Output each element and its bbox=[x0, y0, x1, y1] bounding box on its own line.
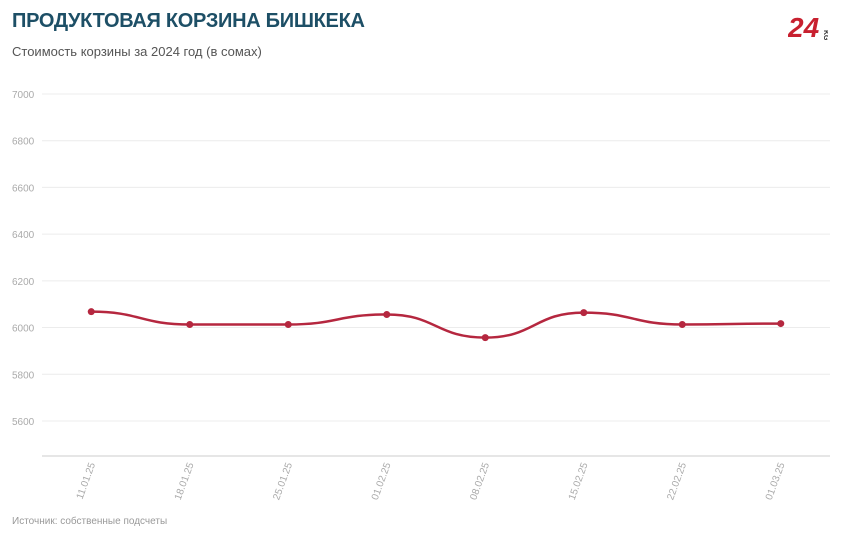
y-tick-label: 6600 bbox=[12, 183, 35, 194]
data-point bbox=[481, 334, 489, 342]
data-point bbox=[383, 310, 391, 318]
y-tick-label: 5600 bbox=[12, 417, 35, 428]
data-point bbox=[87, 308, 95, 316]
x-tick-label: 18.01.25 bbox=[173, 461, 197, 502]
data-point bbox=[678, 321, 686, 329]
24kg-logo: 24 KG bbox=[787, 12, 829, 47]
data-point bbox=[284, 321, 292, 329]
source-note: Источник: собственные подсчеты bbox=[12, 516, 168, 527]
y-tick-label: 6200 bbox=[12, 277, 35, 288]
y-tick-label: 5800 bbox=[12, 370, 35, 381]
x-tick-label: 08.02.25 bbox=[468, 461, 492, 502]
x-tick-label: 15.02.25 bbox=[567, 461, 591, 502]
data-point bbox=[580, 309, 588, 317]
svg-text:24: 24 bbox=[788, 12, 820, 42]
chart-subtitle: Стоимость корзины за 2024 год (в сомах) bbox=[12, 44, 262, 59]
y-tick-label: 6400 bbox=[12, 230, 35, 241]
y-tick-label: 6000 bbox=[12, 324, 35, 335]
series-line bbox=[91, 310, 781, 339]
svg-text:KG: KG bbox=[822, 30, 828, 41]
x-tick-label: 01.03.25 bbox=[764, 461, 788, 502]
x-tick-label: 11.01.25 bbox=[75, 461, 99, 501]
x-tick-label: 25.01.25 bbox=[271, 461, 295, 502]
x-tick-label: 22.02.25 bbox=[665, 461, 689, 502]
x-tick-label: 01.02.25 bbox=[370, 461, 394, 502]
data-point bbox=[186, 321, 194, 329]
data-point bbox=[777, 320, 785, 328]
y-tick-label: 7000 bbox=[12, 90, 35, 101]
chart-title: ПРОДУКТОВАЯ КОРЗИНА БИШКЕКА bbox=[12, 10, 365, 32]
y-tick-label: 6800 bbox=[12, 137, 35, 148]
